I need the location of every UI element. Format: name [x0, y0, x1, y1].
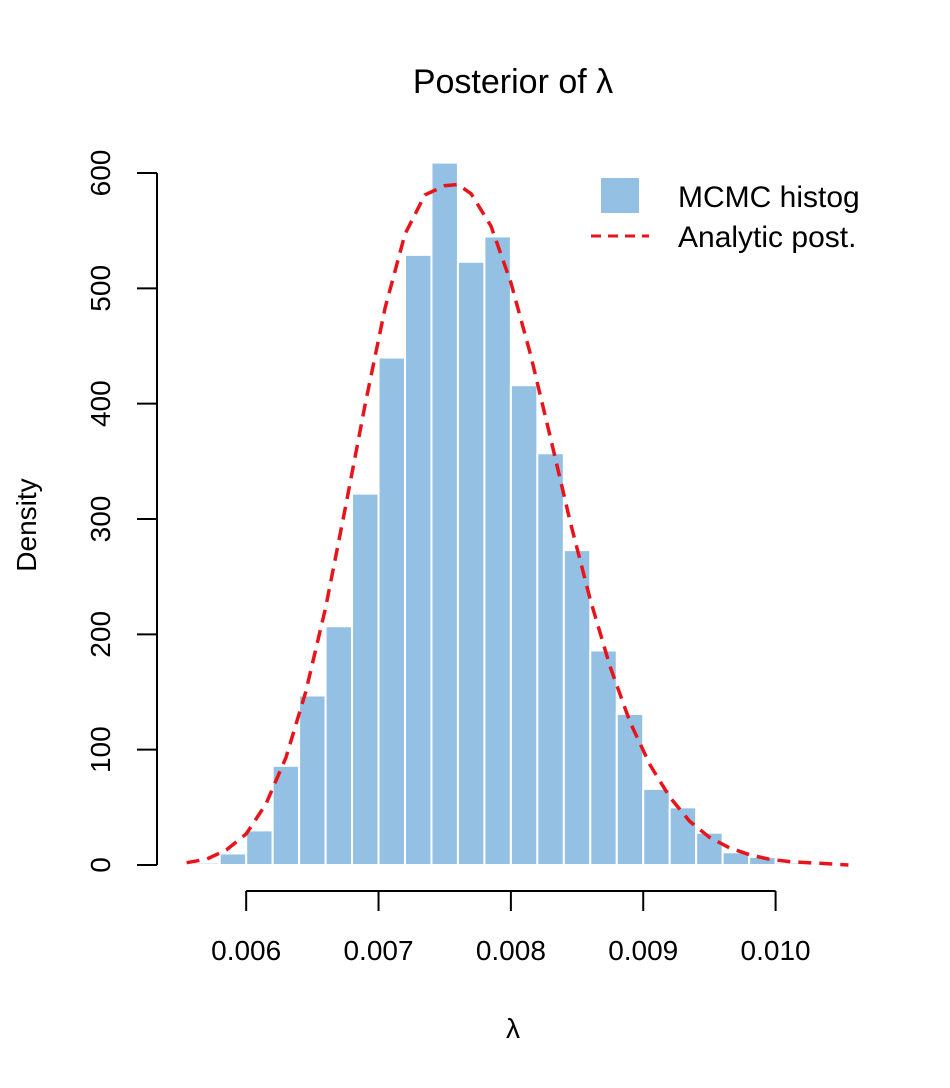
- y-tick-label: 100: [85, 726, 116, 773]
- x-tick-label: 0.009: [608, 935, 678, 966]
- histogram-bar: [324, 625, 354, 867]
- legend-label-histogram: MCMC histog: [678, 181, 860, 214]
- histogram-bar: [509, 384, 539, 866]
- histogram-bar: [218, 852, 248, 867]
- x-tick-label: 0.007: [343, 935, 413, 966]
- legend: MCMC histog Analytic post.: [591, 178, 860, 254]
- histogram-bar: [404, 253, 433, 867]
- x-tick-label: 0.008: [476, 935, 546, 966]
- y-tick-label: 500: [85, 265, 116, 312]
- y-tick-label: 200: [85, 611, 116, 658]
- y-tick-label: 300: [85, 496, 116, 543]
- histogram-bar: [536, 452, 565, 866]
- histogram-bars: [192, 161, 804, 867]
- x-axis: 0.006 0.007 0.008 0.009 0.010: [211, 890, 811, 966]
- histogram-bar: [456, 260, 486, 867]
- chart-title: Posterior of λ: [413, 63, 613, 101]
- histogram-bar: [483, 235, 512, 866]
- legend-swatch-histogram: [601, 178, 639, 213]
- histogram-bar: [192, 861, 221, 867]
- histogram-bar: [430, 161, 459, 866]
- x-tick-label: 0.006: [211, 935, 281, 966]
- legend-label-analytic: Analytic post.: [678, 221, 856, 254]
- y-tick-label: 600: [85, 150, 116, 197]
- x-tick-label: 0.010: [741, 935, 811, 966]
- histogram-bar: [245, 829, 274, 867]
- y-axis: 0 100 200 300 400 500 600: [85, 150, 158, 873]
- x-axis-label: λ: [506, 1013, 520, 1044]
- histogram-bar: [589, 649, 618, 866]
- histogram-bar: [668, 806, 698, 866]
- y-tick-label: 0: [85, 857, 116, 873]
- histogram-bar: [298, 694, 327, 867]
- histogram-bar: [562, 549, 592, 866]
- analytic-posterior-line: [186, 182, 849, 867]
- y-axis-label: Density: [11, 478, 42, 571]
- y-tick-label: 400: [85, 380, 116, 427]
- histogram-bar: [351, 492, 380, 866]
- histogram-bar: [377, 356, 407, 866]
- histogram-bar: [642, 787, 671, 867]
- histogram-bar: [615, 712, 645, 866]
